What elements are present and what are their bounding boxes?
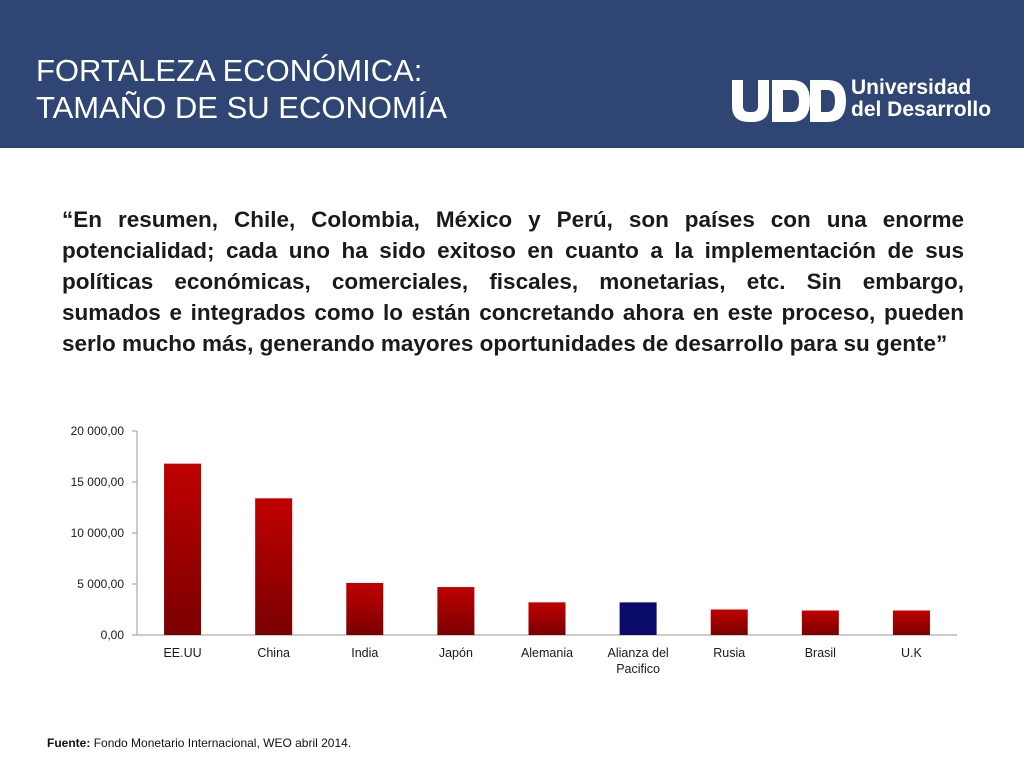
y-tick-label: 5 000,00 bbox=[77, 577, 124, 591]
source-label: Fuente: bbox=[47, 736, 91, 750]
title-line-1: FORTALEZA ECONÓMICA: bbox=[36, 53, 423, 88]
y-tick-label: 15 000,00 bbox=[71, 475, 125, 489]
title-line-2: TAMAÑO DE SU ECONOMÍA bbox=[36, 90, 448, 125]
logo-line-2: del Desarrollo bbox=[851, 98, 992, 121]
x-tick-label: India bbox=[351, 646, 378, 660]
x-tick-label: Japón bbox=[439, 646, 473, 660]
bar bbox=[164, 463, 202, 635]
x-tick-label: EE.UU bbox=[163, 646, 201, 660]
bar bbox=[619, 602, 657, 635]
bar-chart: 0,00 5 000,00 10 000,00 15 000,00 20 000,00 E… bbox=[71, 424, 957, 676]
bar bbox=[255, 498, 293, 635]
source-text: Fondo Monetario Internacional, WEO abril… bbox=[93, 736, 352, 750]
logo-line-1: Universidad bbox=[851, 76, 972, 99]
bar bbox=[801, 610, 839, 635]
y-tick-label: 0,00 bbox=[101, 628, 125, 642]
logo-text: Universidad del Desarrollo bbox=[851, 77, 991, 121]
source-note: Fuente: Fondo Monetario Internacional, W… bbox=[47, 736, 351, 750]
x-tick-label: Brasil bbox=[805, 646, 836, 660]
x-tick-label: Alemania bbox=[521, 646, 573, 660]
x-tick-label: U.K bbox=[901, 646, 923, 660]
bar bbox=[528, 602, 566, 635]
x-tick-label: China bbox=[257, 646, 290, 660]
x-tick-label: Alianza del Pacifico bbox=[608, 646, 669, 676]
quote-paragraph: “En resumen, Chile, Colombia, México y P… bbox=[62, 207, 964, 356]
udd-logo-mark bbox=[732, 80, 846, 122]
bar bbox=[710, 609, 748, 635]
y-tick-label: 20 000,00 bbox=[71, 424, 125, 438]
x-tick-label: Rusia bbox=[713, 646, 745, 660]
udd-logo: Universidad del Desarrollo bbox=[730, 76, 1010, 130]
y-tick-label: 10 000,00 bbox=[71, 526, 125, 540]
header-banner: FORTALEZA ECONÓMICA: TAMAÑO DE SU ECONOM… bbox=[0, 0, 1024, 148]
bar bbox=[437, 587, 475, 635]
bar bbox=[892, 610, 930, 635]
page-title: FORTALEZA ECONÓMICA: TAMAÑO DE SU ECONOM… bbox=[36, 52, 447, 126]
bar bbox=[346, 582, 384, 635]
